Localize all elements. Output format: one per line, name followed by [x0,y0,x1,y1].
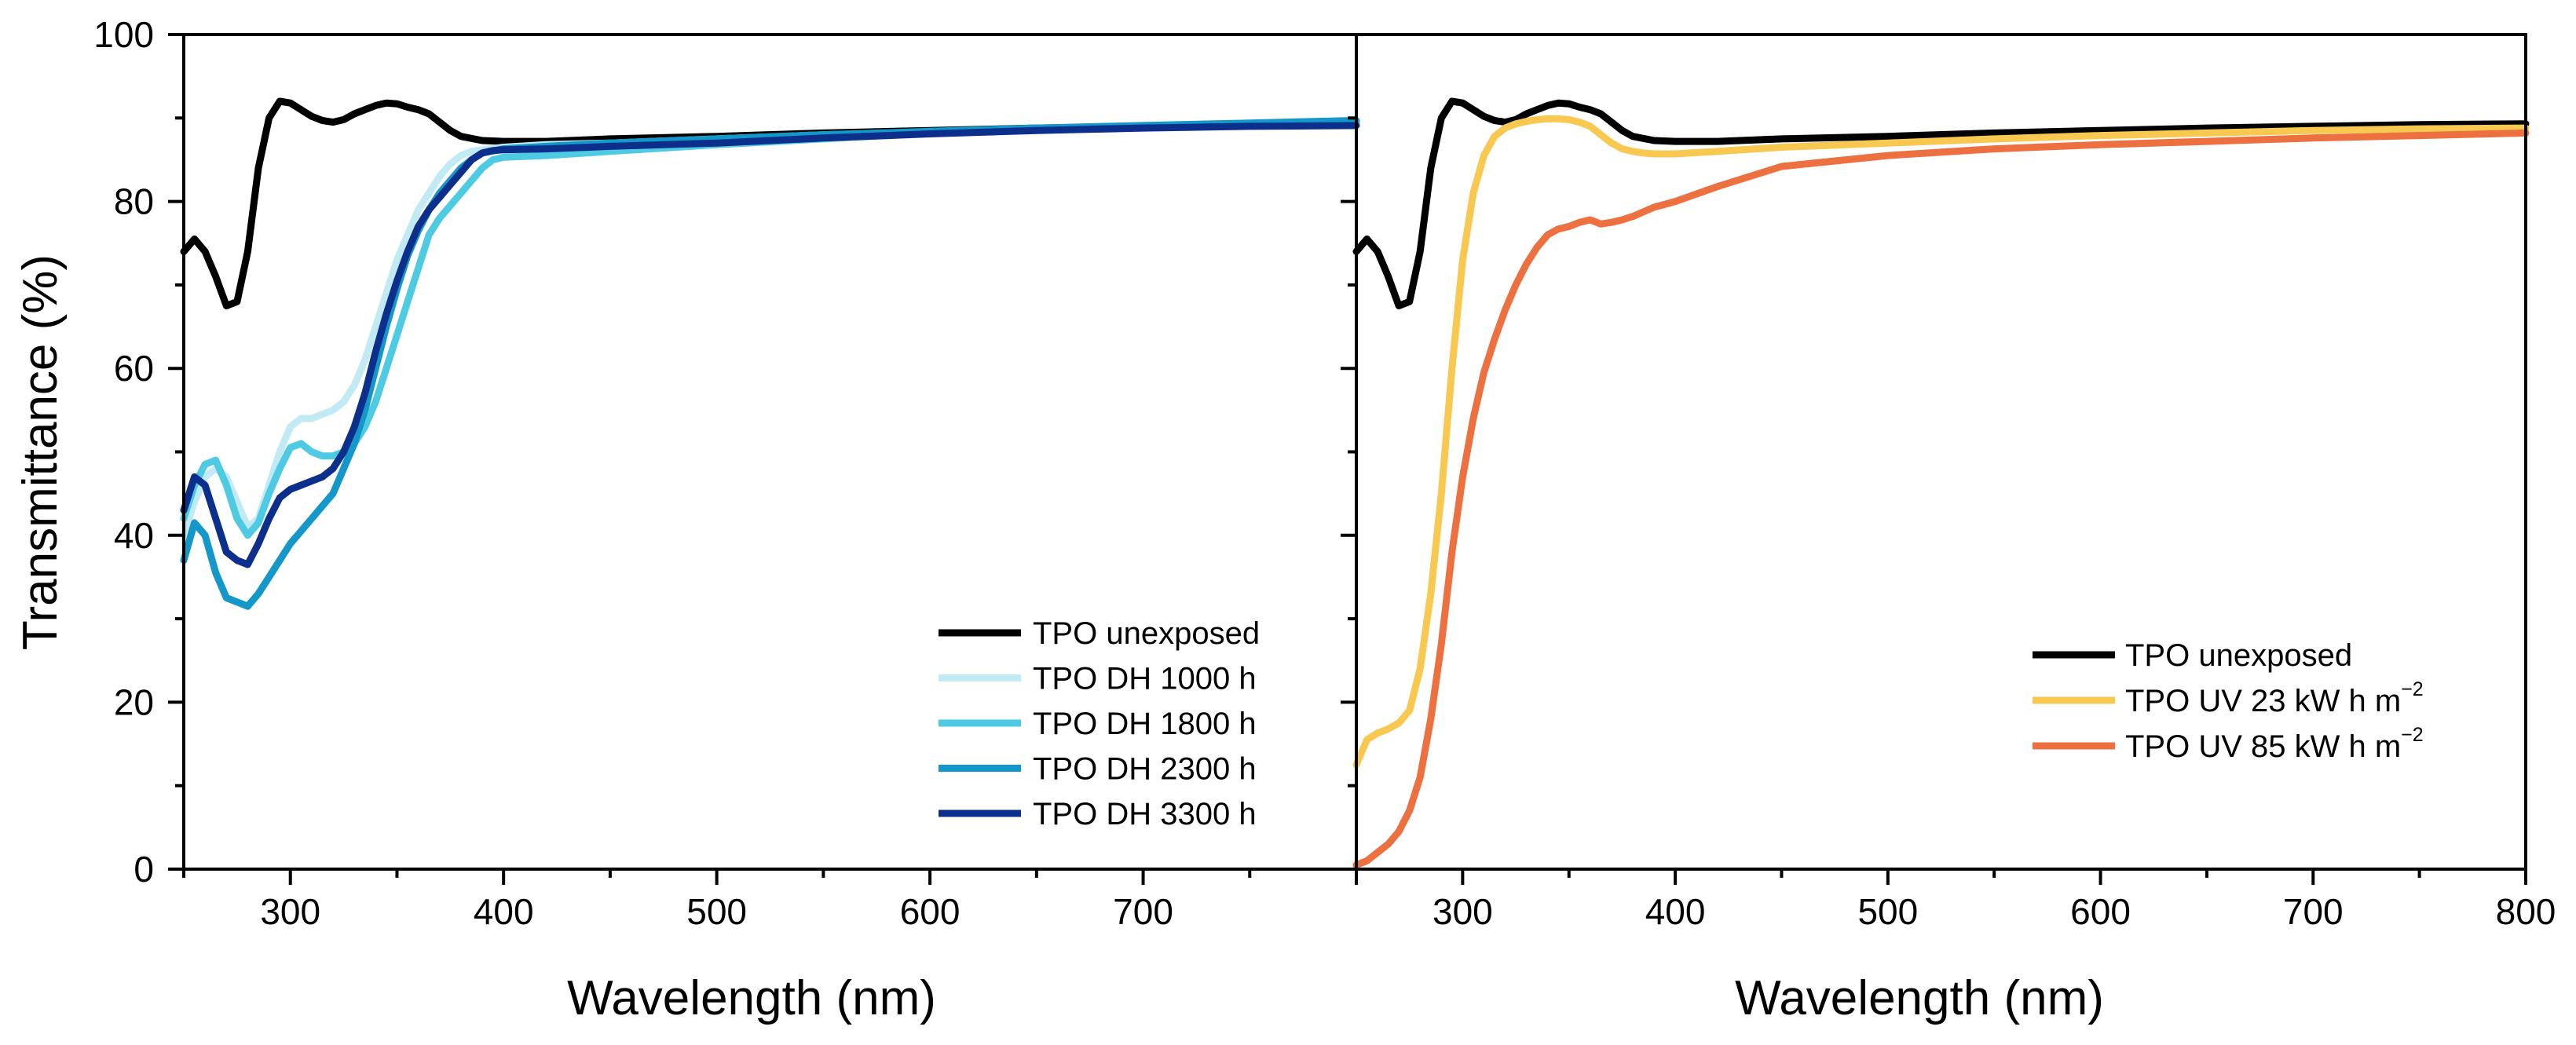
right-legend-label: TPO UV 23 kW h m−2 [2125,678,2424,718]
left-x-tick-label: 700 [1113,891,1173,932]
right-panel: 300 400 500 600 700 800 TPO unexposed TPO UV 2… [1341,33,2556,932]
left-legend-label: TPO DH 1800 h [1033,707,1257,741]
right-series-line-2 [1352,115,2530,769]
left-panel: 300 400 500 600 700 0 20 40 60 80 100 TPO unexpose… [93,14,1360,932]
left-y-axis-title: Transmittance (%) [13,254,68,650]
left-series-line-1 [180,97,1360,309]
left-series-lines [180,97,1360,610]
right-x-tick-label: 300 [1433,891,1493,932]
right-legend-label: TPO UV 85 kW h m−2 [2125,724,2424,764]
left-legend-label: TPO DH 2300 h [1033,752,1257,787]
left-series-line-3 [180,119,1360,539]
right-series-line-1 [1352,97,2530,309]
left-x-axis-title: Wavelength (nm) [567,971,936,1025]
right-series-lines [1352,97,2530,869]
left-y-tick-label: 100 [93,14,154,55]
left-legend: TPO unexposed TPO DH 1000 h TPO DH 1800 h T… [939,616,1260,831]
right-legend-label: TPO unexposed [2125,638,2352,673]
right-x-tick-label: 400 [1645,891,1706,932]
left-plot-frame [182,33,1358,871]
right-x-tick-label: 500 [1857,891,1918,932]
left-series-line-2 [180,120,1360,539]
right-x-axis-title: Wavelength (nm) [1735,971,2104,1025]
right-legend: TPO unexposed TPO UV 23 kW h m−2 TPO UV 85… [2033,638,2424,764]
left-series-line-4 [180,117,1360,610]
left-y-tick-label: 0 [134,849,154,890]
left-y-tick-label: 40 [114,515,154,556]
left-x-tick-label: 300 [260,891,320,932]
right-series-line-3 [1352,129,2530,869]
left-y-tick-label: 80 [114,181,154,222]
left-legend-label: TPO DH 1000 h [1033,662,1257,696]
right-axis-ticks: 300 400 500 600 700 800 [1341,33,2556,932]
left-x-tick-label: 600 [900,891,961,932]
right-x-tick-label: 600 [2070,891,2131,932]
left-series-line-5 [180,122,1360,568]
right-x-tick-label: 800 [2496,891,2556,932]
left-axis-ticks: 300 400 500 600 700 0 20 40 60 80 100 [93,14,1358,932]
left-legend-label: TPO DH 3300 h [1033,797,1257,831]
right-x-tick-label: 700 [2283,891,2344,932]
left-y-tick-label: 20 [114,681,154,722]
left-x-tick-label: 500 [686,891,747,932]
left-legend-label: TPO unexposed [1033,616,1260,651]
left-x-tick-label: 400 [474,891,534,932]
left-y-tick-label: 60 [114,348,154,389]
